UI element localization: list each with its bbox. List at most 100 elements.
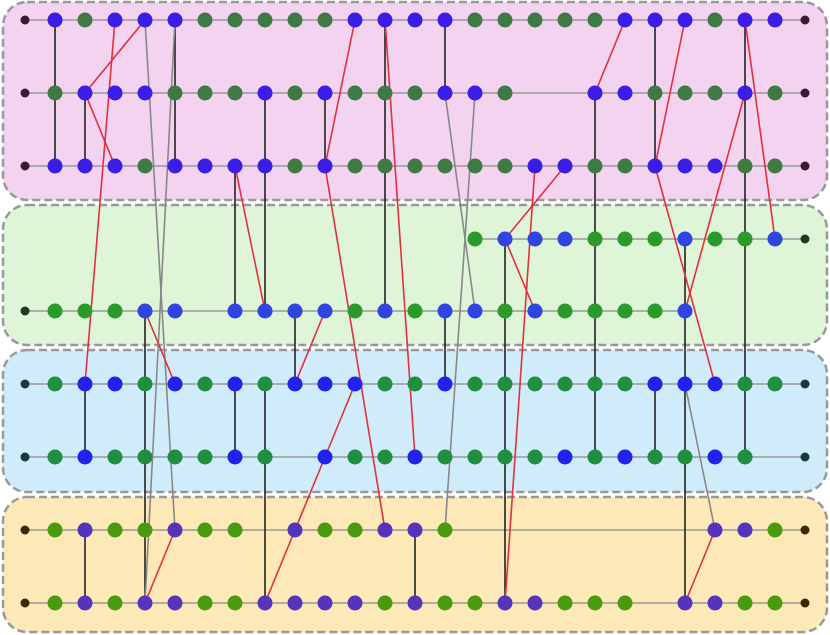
node [137,376,153,392]
panel-pink [1,0,829,202]
node [587,595,603,611]
node [137,12,153,28]
terminal [800,88,810,98]
node [737,449,753,465]
node [677,231,693,247]
node [347,376,363,392]
node [707,231,723,247]
node [227,158,243,174]
node [47,158,63,174]
terminal [20,452,30,462]
node [467,303,483,319]
node [107,12,123,28]
node [227,449,243,465]
node [77,449,93,465]
node [527,231,543,247]
node [317,158,333,174]
node [497,231,513,247]
node [527,12,543,28]
node [197,449,213,465]
node [437,12,453,28]
node [137,449,153,465]
node [227,85,243,101]
node [227,595,243,611]
node [497,376,513,392]
node [347,12,363,28]
node [767,522,783,538]
node [467,376,483,392]
node [707,376,723,392]
node [77,85,93,101]
node [47,595,63,611]
node [767,158,783,174]
edge [294,310,326,385]
node [107,85,123,101]
node [197,522,213,538]
node [707,12,723,28]
node [167,158,183,174]
node [557,158,573,174]
node [377,158,393,174]
node [707,595,723,611]
node [107,376,123,392]
edge [84,19,116,385]
node [407,303,423,319]
node [497,158,513,174]
terminal [800,452,810,462]
node [767,12,783,28]
terminal [20,161,30,171]
node [707,85,723,101]
node [677,303,693,319]
node [437,522,453,538]
node [677,12,693,28]
node [557,12,573,28]
edge [444,92,476,312]
node [557,231,573,247]
terminal [800,15,810,25]
edge [84,19,146,94]
edge [684,529,716,604]
node [737,376,753,392]
node [47,85,63,101]
node [737,595,753,611]
node [77,595,93,611]
node [617,85,633,101]
panel-green [1,203,829,347]
node [437,449,453,465]
node [347,449,363,465]
node [287,595,303,611]
node [677,85,693,101]
node [257,376,273,392]
node [617,158,633,174]
node [287,85,303,101]
node [647,449,663,465]
node [197,85,213,101]
edge [144,310,176,385]
node [587,303,603,319]
node [587,231,603,247]
node [227,522,243,538]
node [647,12,663,28]
edge [264,383,356,604]
node [467,85,483,101]
node [317,12,333,28]
node [287,522,303,538]
node [647,85,663,101]
terminal [800,525,810,535]
node [677,595,693,611]
node [107,449,123,465]
node [47,376,63,392]
node [527,303,543,319]
node [197,12,213,28]
node [617,449,633,465]
node [557,376,573,392]
node [767,85,783,101]
node [257,595,273,611]
terminal [20,88,30,98]
terminal [20,525,30,535]
edge [744,19,776,240]
node [107,522,123,538]
node [587,12,603,28]
node [557,449,573,465]
node [407,85,423,101]
